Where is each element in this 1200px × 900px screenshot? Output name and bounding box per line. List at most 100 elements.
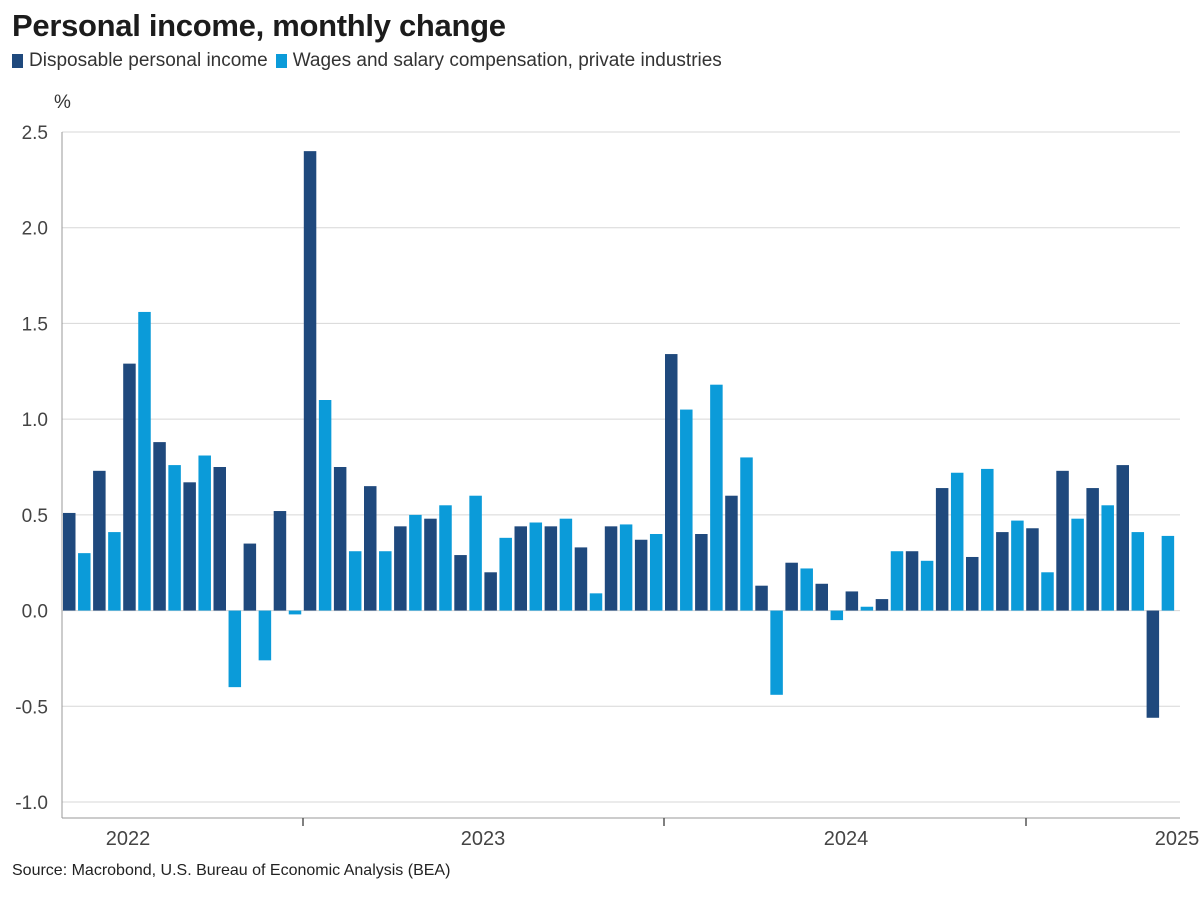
bar-disposable-income xyxy=(1116,465,1129,611)
bar-disposable-income xyxy=(634,539,648,611)
bar-wages-salary xyxy=(920,560,934,611)
legend-item-wages: Wages and salary compensation, private i… xyxy=(275,50,722,72)
bar-wages-salary xyxy=(800,568,813,611)
bar-disposable-income xyxy=(695,534,708,611)
bar-wages-salary xyxy=(680,409,693,611)
y-axis-ticks: 2.5 2.0 1.5 1.0 0.5 0.0 -0.5 -1.0 xyxy=(15,123,48,814)
y-tick-label: 1.5 xyxy=(22,314,48,335)
bar-disposable-income xyxy=(665,354,678,611)
bar-disposable-income xyxy=(1056,470,1069,611)
bar-disposable-income xyxy=(785,562,798,611)
bar-disposable-income xyxy=(845,591,859,611)
bar-disposable-income xyxy=(1086,488,1099,611)
legend-label-disposable: Disposable personal income xyxy=(29,50,268,71)
bar-wages-salary xyxy=(589,593,603,611)
bar-disposable-income xyxy=(725,495,738,611)
bar-wages-salary xyxy=(379,551,392,611)
bar-wages-salary xyxy=(1011,520,1024,611)
bar-disposable-income xyxy=(1146,610,1160,718)
legend-item-disposable: Disposable personal income xyxy=(12,50,268,72)
bar-disposable-income xyxy=(303,151,317,611)
bar-wages-salary xyxy=(198,455,211,611)
bar-wages-salary xyxy=(258,610,272,661)
bar-wages-salary xyxy=(1071,518,1084,611)
bar-wages-salary xyxy=(981,468,994,611)
bar-disposable-income xyxy=(454,555,467,611)
bar-wages-salary xyxy=(138,311,151,611)
bar-disposable-income xyxy=(93,470,106,611)
chart-title: Personal income, monthly change xyxy=(12,8,506,43)
bar-disposable-income xyxy=(273,511,287,611)
bar-disposable-income xyxy=(153,442,166,611)
bar-disposable-income xyxy=(935,488,949,611)
bar-wages-salary xyxy=(619,524,633,611)
bar-disposable-income xyxy=(815,583,828,611)
bar-disposable-income xyxy=(63,512,76,611)
legend-swatch-disposable xyxy=(12,54,23,68)
bar-wages-salary xyxy=(710,384,723,611)
legend-swatch-wages xyxy=(275,54,287,68)
bar-disposable-income xyxy=(213,467,226,611)
bar-disposable-income xyxy=(183,482,196,611)
bar-disposable-income xyxy=(364,486,377,611)
grid-lines xyxy=(62,131,1180,803)
bar-wages-salary xyxy=(740,457,753,611)
x-axis: 2022 2023 2024 2025 xyxy=(61,132,1200,850)
bar-wages-salary xyxy=(770,610,783,695)
legend-label-wages: Wages and salary compensation, private i… xyxy=(292,50,722,71)
bar-disposable-income xyxy=(243,543,257,611)
bar-disposable-income xyxy=(905,551,919,611)
bar-wages-salary xyxy=(1101,505,1114,611)
bar-wages-salary xyxy=(1041,572,1054,611)
x-tick-label: 2023 xyxy=(461,828,506,850)
bar-wages-salary xyxy=(860,606,874,611)
bar-wages-salary xyxy=(529,522,543,611)
bar-disposable-income xyxy=(755,585,768,611)
y-tick-label: 0.0 xyxy=(22,602,48,623)
x-tick-label: 2025 xyxy=(1155,828,1200,850)
x-tick-label: 2022 xyxy=(106,828,151,850)
bar-wages-salary xyxy=(830,610,844,621)
bar-wages-salary xyxy=(950,472,964,611)
bars xyxy=(63,151,1175,718)
y-tick-label: 0.5 xyxy=(22,506,48,527)
bar-disposable-income xyxy=(1026,528,1039,611)
bar-wages-salary xyxy=(228,610,242,688)
bar-wages-salary xyxy=(108,532,121,611)
bar-wages-salary xyxy=(409,514,422,611)
bar-wages-salary xyxy=(288,610,302,615)
y-axis-label: % xyxy=(54,92,71,113)
bar-disposable-income xyxy=(424,518,437,611)
x-tick-label: 2024 xyxy=(824,828,869,850)
bar-disposable-income xyxy=(394,526,407,611)
bar-disposable-income xyxy=(574,547,588,611)
bar-disposable-income xyxy=(123,363,136,611)
bar-disposable-income xyxy=(544,526,558,611)
bar-wages-salary xyxy=(499,537,512,611)
y-tick-label: -0.5 xyxy=(15,697,48,718)
legend: Disposable personal income Wages and sal… xyxy=(12,50,730,72)
bar-wages-salary xyxy=(559,518,573,611)
bar-disposable-income xyxy=(966,556,979,611)
y-tick-label: -1.0 xyxy=(15,793,48,814)
bar-wages-salary xyxy=(168,465,181,611)
bar-disposable-income xyxy=(996,532,1009,611)
bar-wages-salary xyxy=(1161,535,1175,611)
y-tick-label: 2.0 xyxy=(22,219,48,240)
bar-disposable-income xyxy=(514,526,527,611)
bar-wages-salary xyxy=(649,534,663,611)
bar-disposable-income xyxy=(875,599,889,611)
bar-wages-salary xyxy=(890,551,904,611)
bar-disposable-income xyxy=(484,572,497,611)
bar-wages-salary xyxy=(348,551,362,611)
bar-wages-salary xyxy=(469,495,482,611)
source-note: Source: Macrobond, U.S. Bureau of Econom… xyxy=(12,862,451,879)
y-tick-label: 2.5 xyxy=(22,123,48,144)
y-tick-label: 1.0 xyxy=(22,410,48,431)
bar-disposable-income xyxy=(604,526,618,611)
bar-wages-salary xyxy=(439,505,452,611)
bar-wages-salary xyxy=(1131,532,1145,611)
bar-wages-salary xyxy=(318,400,332,611)
